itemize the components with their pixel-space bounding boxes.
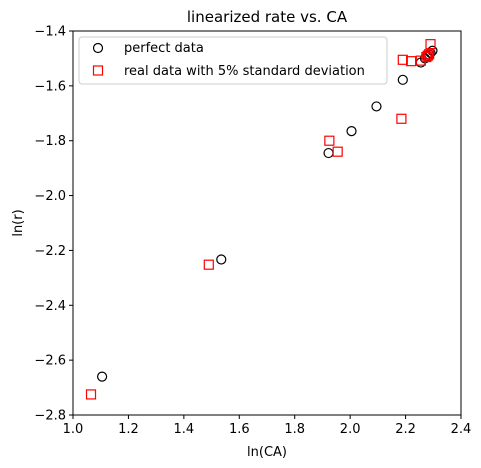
real-data-point — [425, 39, 436, 50]
y-tick-label: −2.2 — [34, 244, 66, 259]
real-data-point — [421, 51, 432, 63]
real-data-point — [424, 49, 435, 60]
x-tick-label: 2.2 — [395, 422, 416, 437]
perfect-data-point — [371, 101, 382, 112]
real-data-point — [85, 389, 97, 400]
y-tick-label: −2.8 — [34, 409, 66, 424]
x-tick-label: 2.0 — [340, 422, 361, 437]
y-tick-label: −2.6 — [34, 354, 66, 369]
y-tick-label: −1.6 — [34, 79, 66, 94]
x-tick-label: 1.0 — [63, 422, 84, 437]
legend-marker-real-data — [92, 65, 104, 76]
y-tick-label: −2.0 — [34, 189, 66, 204]
legend-label-real-data: real data with 5% standard deviation — [124, 64, 365, 79]
y-tick-label: −1.8 — [34, 134, 66, 149]
plot-frame — [72, 30, 462, 416]
data-points — [85, 39, 438, 400]
real-data-point — [422, 50, 433, 61]
perfect-data-point — [216, 254, 227, 265]
real-data-point — [397, 54, 408, 65]
plot-area — [73, 31, 461, 415]
y-tick-label: −1.4 — [34, 25, 66, 40]
perfect-data-point — [96, 371, 108, 382]
perfect-data-point — [346, 126, 357, 137]
real-data-point — [324, 135, 335, 146]
x-tick-label: 1.4 — [174, 422, 195, 437]
x-axis-label: ln(CA) — [247, 445, 287, 460]
x-tick-label: 2.4 — [451, 422, 472, 437]
chart-title: linearized rate vs. CA — [187, 8, 348, 26]
legend-box — [78, 36, 388, 85]
real-data-point — [406, 56, 417, 67]
x-tick-label: 1.6 — [229, 422, 250, 437]
legend: perfect data real data with 5% standard … — [78, 36, 388, 85]
legend-label-perfect-data: perfect data — [124, 41, 204, 56]
x-axis-ticks: 1.0 1.2 1.4 1.6 1.8 2.0 2.2 2.4 — [63, 415, 472, 437]
y-axis-ticks: −2.8 −2.6 −2.4 −2.2 −2.0 −1.8 −1.6 −1.4 — [34, 25, 73, 424]
legend-marker-perfect-data — [92, 42, 104, 54]
y-axis-label: ln(r) — [11, 209, 26, 236]
real-data-point — [396, 113, 407, 124]
real-data-point — [332, 146, 343, 157]
x-tick-label: 1.2 — [118, 422, 139, 437]
y-tick-label: −2.4 — [34, 299, 66, 314]
perfect-data-point — [397, 74, 408, 85]
real-data-point — [203, 259, 214, 270]
x-tick-label: 1.8 — [284, 422, 305, 437]
